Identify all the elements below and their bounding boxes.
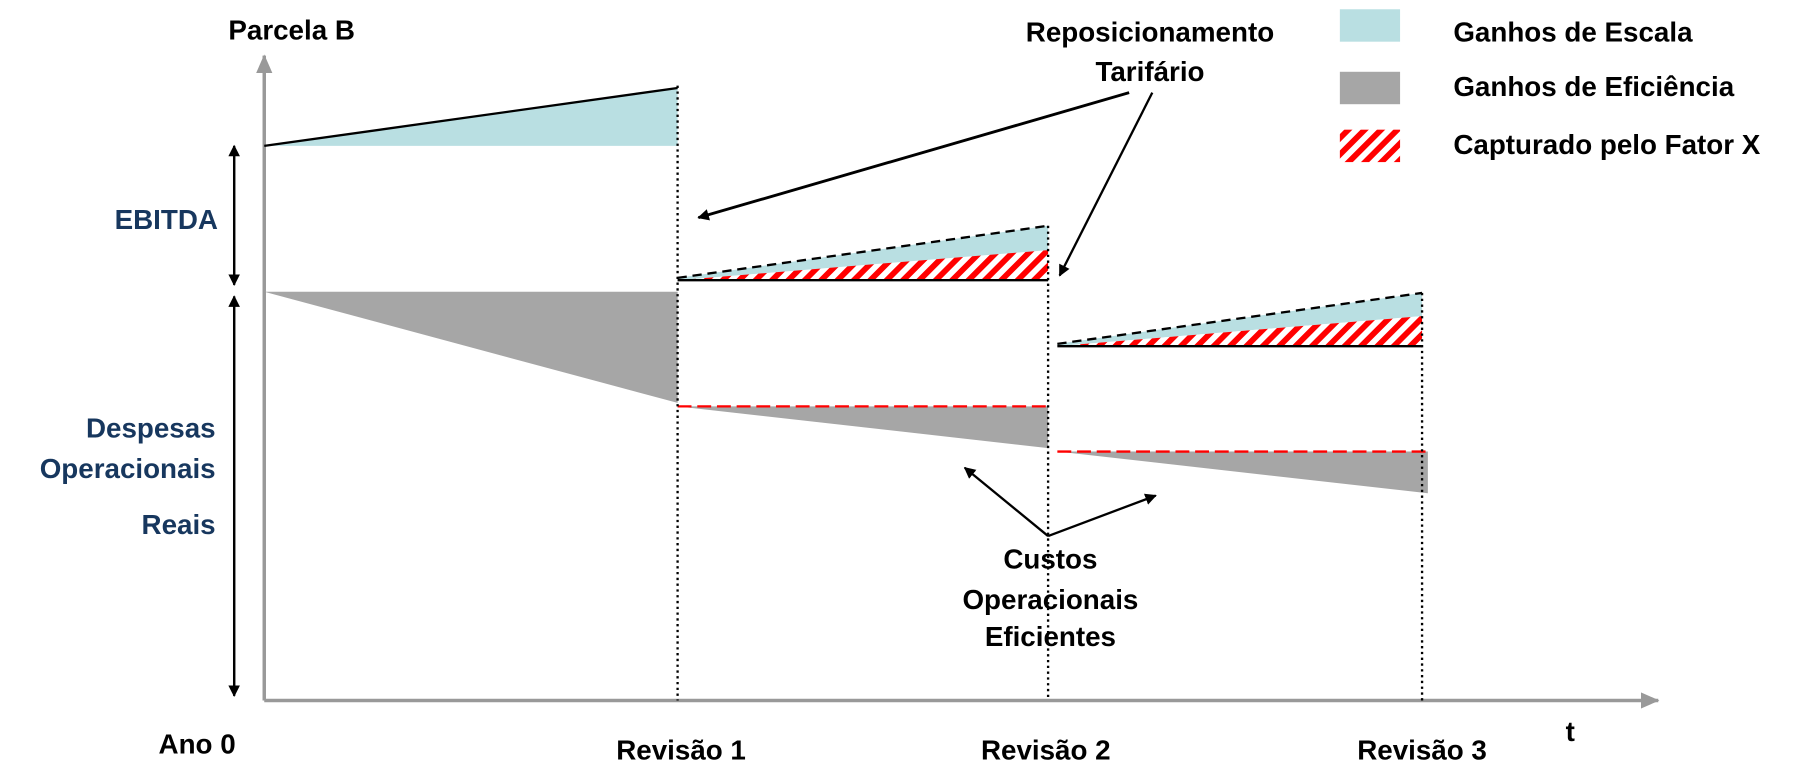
legend-entry: Ganhos de Eficiência (1453, 71, 1734, 102)
opex-label: Operacionais (40, 453, 216, 484)
y-axis-label: Parcela B (228, 14, 355, 45)
annotation: Eficientes (985, 621, 1116, 652)
annotation: Operacionais (962, 584, 1138, 615)
shapes (228, 9, 1660, 709)
x-label: Ano 0 (159, 729, 236, 760)
legend-entry: Capturado pelo Fator X (1453, 129, 1760, 160)
annotation: Custos (1003, 543, 1097, 574)
ebitda-label: EBITDA (115, 204, 218, 235)
x-label: Revisão 2 (981, 735, 1111, 763)
x-label: Revisão 1 (616, 735, 746, 763)
opex-label: Despesas (86, 413, 216, 444)
annotation: Reposicionamento (1026, 17, 1274, 48)
annotation: Tarifário (1095, 56, 1204, 87)
legend-entry: Ganhos de Escala (1453, 17, 1693, 48)
opex-label: Reais (142, 509, 216, 540)
x-axis-label: t (1566, 716, 1575, 747)
x-label: Revisão 3 (1357, 735, 1487, 763)
